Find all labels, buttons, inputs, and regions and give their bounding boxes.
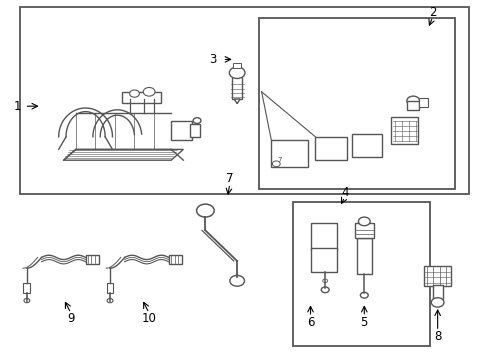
Text: 7: 7 (225, 172, 233, 185)
Bar (432, 285, 442, 299)
Bar (418, 98, 427, 107)
Bar (233, 63, 241, 68)
Bar (390, 117, 417, 144)
Text: 10: 10 (142, 312, 156, 325)
Polygon shape (63, 149, 183, 160)
Bar (356, 238, 371, 274)
Text: 6: 6 (306, 316, 314, 329)
Text: 4: 4 (340, 186, 348, 199)
Text: 5: 5 (360, 316, 367, 329)
Text: 3: 3 (208, 53, 216, 66)
Bar (20, 7, 468, 194)
Bar (271, 140, 307, 167)
Text: 7: 7 (277, 157, 281, 163)
Circle shape (129, 90, 139, 97)
Circle shape (321, 287, 328, 293)
Bar (232, 76, 242, 99)
Circle shape (107, 298, 113, 303)
Bar (354, 223, 373, 238)
Text: 9: 9 (67, 312, 75, 325)
Circle shape (196, 204, 214, 217)
Bar (23, 283, 30, 293)
Circle shape (24, 298, 30, 303)
Text: 1: 1 (13, 100, 21, 113)
Bar (189, 124, 200, 137)
Text: 2: 2 (428, 6, 436, 19)
Circle shape (358, 217, 369, 226)
Bar (310, 248, 337, 272)
Circle shape (360, 292, 367, 298)
Bar (85, 255, 99, 264)
Circle shape (406, 96, 419, 105)
Circle shape (143, 87, 155, 96)
Bar (259, 18, 454, 189)
Bar (106, 283, 113, 293)
Bar (171, 121, 191, 140)
Circle shape (322, 279, 327, 283)
Bar (351, 134, 382, 157)
Bar (407, 101, 418, 110)
Circle shape (229, 67, 244, 78)
Polygon shape (234, 99, 240, 104)
Bar (315, 137, 346, 160)
Bar (423, 266, 450, 286)
Bar (168, 255, 182, 264)
Bar (293, 202, 429, 346)
Circle shape (272, 161, 280, 167)
Circle shape (229, 275, 244, 286)
Bar (310, 223, 337, 250)
Text: 8: 8 (433, 330, 441, 343)
Circle shape (430, 298, 443, 307)
Bar (122, 92, 161, 103)
Circle shape (193, 118, 201, 123)
